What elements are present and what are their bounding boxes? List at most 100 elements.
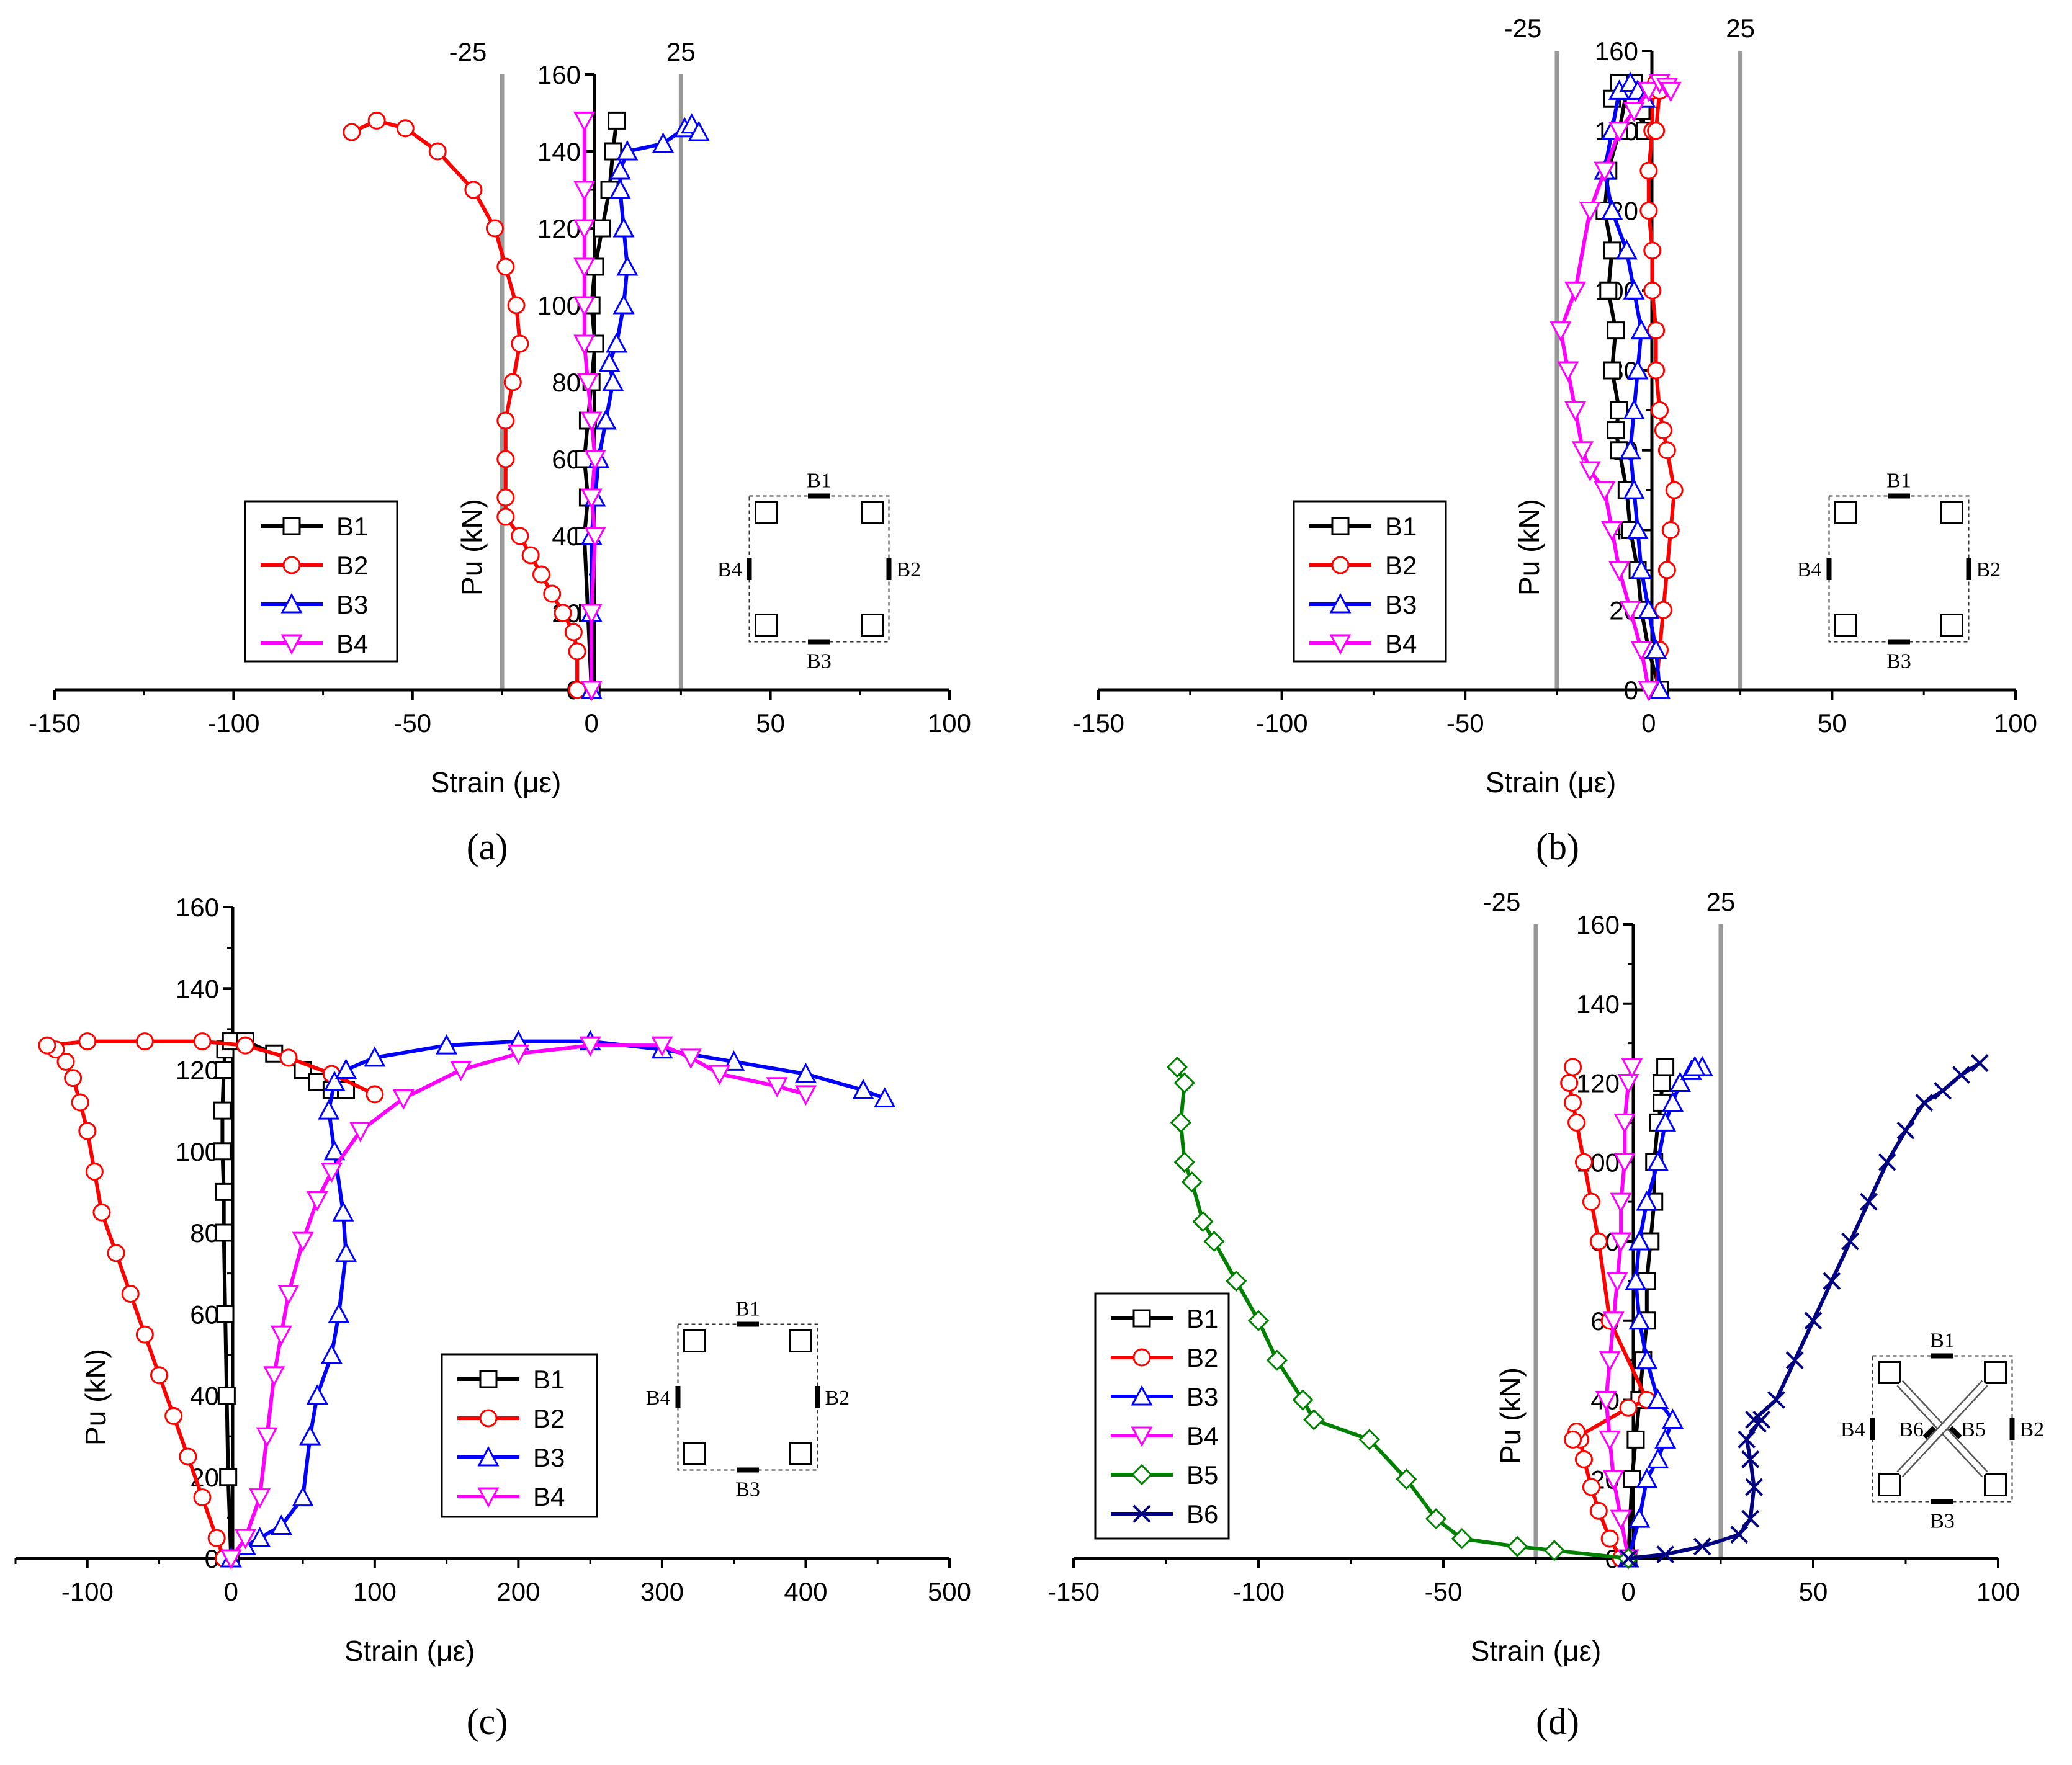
data-point-b4 [1602,1311,1625,1332]
data-point-b4 [1550,321,1572,342]
data-point-b4 [580,681,603,702]
x-tick-label: -150 [1072,708,1124,738]
y-axis-label: Pu (kN) [1513,499,1545,596]
data-point-b3 [318,1099,340,1120]
data-point-b2 [1574,1450,1593,1468]
data-point-b1 [1599,281,1618,300]
section-steel-angle [683,1329,706,1352]
x-tick-label: 100 [353,1577,397,1606]
legend-marker-b3 [477,1446,500,1467]
section-steel-angle [1940,501,1963,524]
data-point-b2 [1647,321,1666,340]
legend: B1 B2 B3 B4 [1293,500,1447,663]
legend-marker-b3 [1131,1385,1153,1406]
section-label-b2: B2 [1976,558,2001,581]
legend-marker-b2 [479,1409,498,1428]
data-point-b4 [794,1085,817,1106]
legend-label-b5: B5 [1186,1460,1218,1490]
data-point-b4 [270,1325,292,1346]
data-point-b3 [1684,1055,1706,1076]
x-tick-label: -50 [393,708,431,738]
data-point-b4 [766,1077,788,1097]
x-tick-label: 100 [1976,1577,2020,1606]
data-point-b2 [1589,1232,1608,1251]
x-tick-label: -150 [29,708,81,738]
legend: B1 B2 B3 B4 [441,1353,598,1518]
data-point-b4 [584,527,606,548]
data-point-b2 [1564,1058,1582,1076]
data-point-b3 [852,1079,874,1099]
data-point-b2 [1639,161,1658,180]
data-point-b4 [292,1231,314,1253]
data-point-b1 [1610,401,1629,419]
data-point-b4 [584,450,606,471]
data-point-b3 [616,140,639,161]
section-label-b1: B1 [1930,1329,1955,1352]
legend-marker-b4 [477,1487,500,1508]
y-tick-label: 160 [1595,37,1638,66]
data-point-b2 [1619,1398,1638,1417]
data-point-b3 [1630,558,1653,579]
x-tick-label: 0 [1641,708,1656,738]
data-point-b4 [277,1284,300,1305]
data-point-b6 [1915,1094,1934,1112]
data-point-b3 [794,1062,817,1083]
data-point-b2 [92,1203,111,1222]
data-point-b6 [1693,1537,1711,1556]
data-point-b4 [1564,281,1587,302]
data-point-b3 [598,351,621,372]
data-point-b2 [496,488,515,507]
section-gauge-b3 [808,639,830,645]
legend: B1 B2 B3 B4 B5 B6 [1094,1292,1230,1540]
section-gauge-b3 [737,1467,759,1473]
series-b5 [1166,1056,1639,1570]
section-label-b3: B3 [1930,1510,1955,1533]
legend-label-b2: B2 [1186,1343,1218,1372]
section-label-b1: B1 [807,470,832,493]
data-point-b2 [464,181,483,199]
data-point-b1 [1603,241,1621,260]
data-point-b3 [1601,199,1623,220]
section-gauge-b1 [1888,493,1910,499]
data-point-b2 [496,450,515,468]
panel-b-chart: -2525-150-100-50050100020406080100120140… [1072,14,2037,867]
y-tick-label: 0 [1624,676,1638,705]
legend-label-b3: B3 [1186,1382,1218,1411]
data-point-b1 [608,111,626,130]
data-point-b4 [1638,81,1660,102]
data-point-b2 [568,681,586,699]
legend-label-b4: B4 [1186,1421,1218,1450]
data-point-b2 [1639,202,1658,220]
data-point-b3 [249,1527,271,1547]
section-steel-angle [789,1329,812,1352]
data-point-b3 [1647,1448,1669,1468]
section-steel-angle [683,1442,706,1465]
section-gauge-b2 [886,558,892,580]
data-point-b3 [292,1486,314,1507]
x-tick-label: -150 [1047,1577,1100,1606]
data-point-b5 [1303,1409,1325,1431]
series-b3 [580,113,710,699]
data-point-b2 [1647,122,1666,140]
data-point-b6 [1804,1311,1823,1330]
x-tick-label: 50 [1799,1577,1828,1606]
panel-label: (c) [467,1701,508,1742]
x-tick-label: 0 [585,708,599,738]
data-point-b6 [1841,1232,1860,1251]
data-point-b3 [299,1424,321,1446]
data-point-b1 [215,1182,233,1201]
data-point-b1 [1656,1058,1675,1076]
data-point-b4 [1613,1153,1636,1174]
section-steel-angle [755,501,778,524]
legend-marker-b4 [280,634,303,655]
data-point-b2 [366,1085,384,1104]
data-point-b3 [1669,1071,1691,1092]
data-point-b3 [1619,439,1641,460]
panel-label: (b) [1536,826,1579,867]
y-tick-label: 60 [190,1300,219,1329]
data-point-b6 [1952,1066,1970,1084]
x-tick-label: 500 [928,1577,971,1606]
data-point-b4 [651,1036,673,1057]
data-point-b5 [1173,1151,1195,1173]
data-point-b3 [1628,1230,1651,1251]
